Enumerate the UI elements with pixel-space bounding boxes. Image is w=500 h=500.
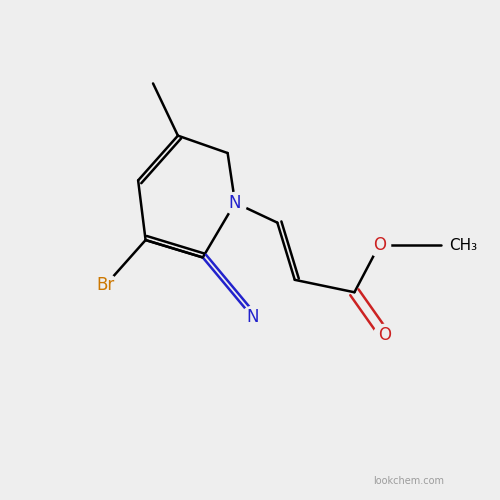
Text: N: N <box>246 308 258 326</box>
Text: Br: Br <box>96 276 115 294</box>
Text: CH₃: CH₃ <box>449 238 477 252</box>
Text: N: N <box>229 194 241 212</box>
Text: lookchem.com: lookchem.com <box>374 476 444 486</box>
Text: O: O <box>373 236 386 254</box>
Text: O: O <box>378 326 391 344</box>
